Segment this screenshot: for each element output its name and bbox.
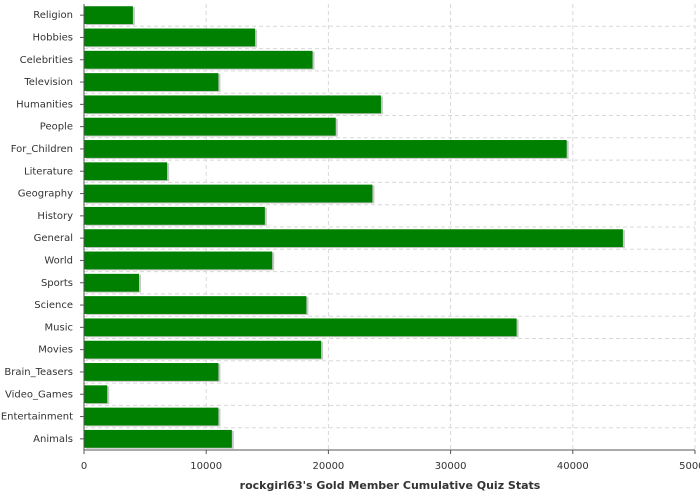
bar bbox=[84, 363, 219, 381]
y-tick-label: Celebrities bbox=[20, 55, 73, 66]
bar bbox=[84, 95, 381, 114]
y-tick-label: Science bbox=[34, 300, 73, 311]
bar bbox=[84, 206, 265, 225]
y-tick-label: For_Children bbox=[11, 144, 73, 155]
y-tick-label: Brain_Teasers bbox=[4, 367, 73, 378]
x-tick-label: 20000 bbox=[312, 461, 344, 472]
y-tick-label: Religion bbox=[33, 10, 73, 21]
y-tick-label: People bbox=[40, 122, 73, 133]
x-tick-label: 10000 bbox=[190, 461, 222, 472]
y-tick-label: Literature bbox=[24, 166, 73, 177]
bar bbox=[84, 385, 108, 404]
bar bbox=[84, 117, 336, 136]
y-tick-label: History bbox=[37, 211, 73, 222]
bar bbox=[84, 407, 219, 426]
bar bbox=[84, 296, 307, 314]
bar bbox=[84, 229, 623, 248]
y-tick-label: Animals bbox=[33, 434, 73, 445]
bar bbox=[84, 273, 139, 292]
x-tick-label: 30000 bbox=[435, 461, 467, 472]
bar bbox=[84, 162, 168, 181]
bar bbox=[84, 28, 256, 47]
bar bbox=[84, 184, 373, 203]
y-tick-label: Movies bbox=[38, 345, 73, 356]
x-tick-label: 40000 bbox=[557, 461, 589, 472]
y-tick-label: Geography bbox=[18, 189, 73, 200]
y-tick-label: Music bbox=[45, 322, 73, 333]
bar bbox=[84, 251, 273, 270]
bar bbox=[84, 340, 322, 359]
bar bbox=[84, 140, 567, 158]
bar bbox=[84, 73, 219, 91]
y-tick-label: General bbox=[34, 233, 73, 244]
bar bbox=[84, 318, 517, 337]
y-tick-label: Hobbies bbox=[33, 32, 73, 43]
x-axis-title: rockgirl63's Gold Member Cumulative Quiz… bbox=[240, 479, 541, 492]
y-tick-label: Sports bbox=[41, 278, 73, 289]
bar bbox=[84, 6, 133, 25]
y-tick-label: Video_Games bbox=[5, 389, 73, 400]
bar bbox=[84, 50, 313, 69]
x-tick-label: 50000 bbox=[679, 461, 700, 472]
y-tick-label: Television bbox=[23, 77, 73, 88]
y-tick-label: Humanities bbox=[16, 99, 73, 110]
x-tick-label: 0 bbox=[81, 461, 87, 472]
bar bbox=[84, 429, 232, 448]
y-tick-label: World bbox=[44, 255, 73, 266]
y-tick-label: Entertainment bbox=[1, 412, 73, 423]
